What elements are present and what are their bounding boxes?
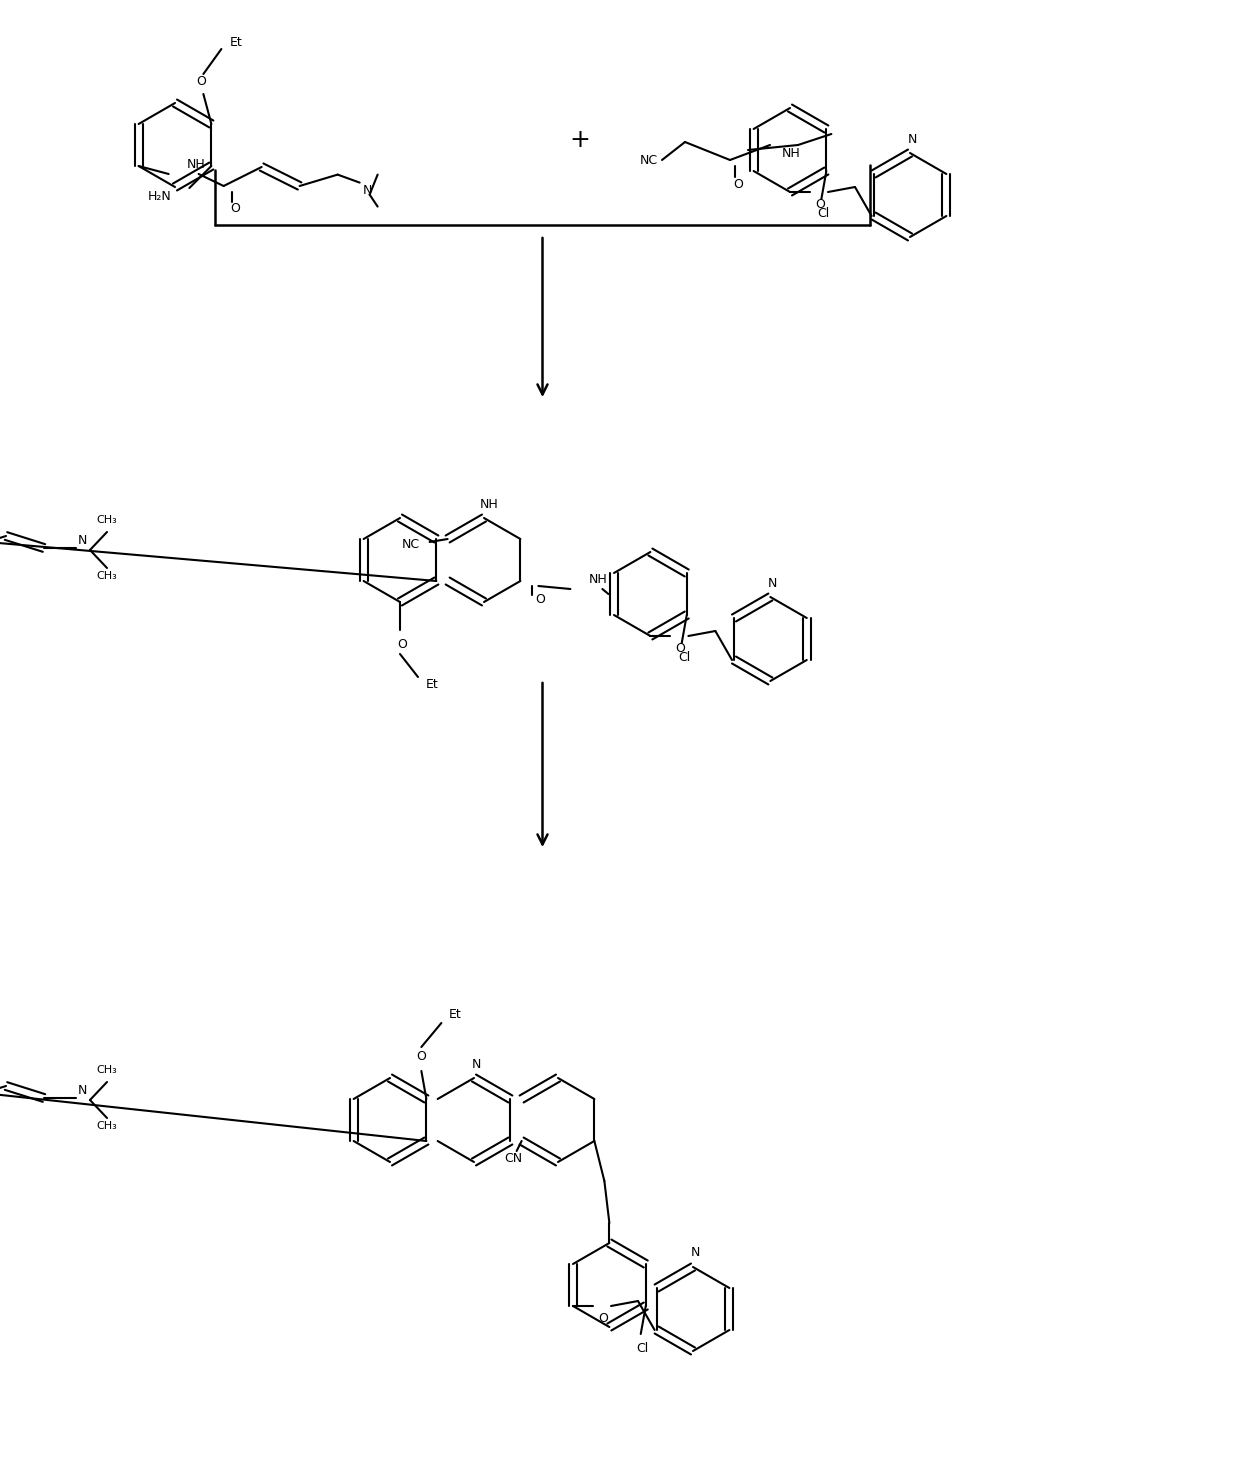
Text: Cl: Cl	[817, 207, 830, 220]
Text: CN: CN	[505, 1152, 523, 1165]
Text: O: O	[598, 1312, 608, 1324]
Text: CH₃: CH₃	[95, 572, 117, 580]
Text: N: N	[363, 184, 372, 197]
Text: +: +	[569, 128, 590, 152]
Text: O: O	[536, 592, 546, 605]
Text: O: O	[196, 74, 206, 87]
Text: CH₃: CH₃	[95, 515, 117, 525]
Text: Et: Et	[229, 35, 242, 48]
Text: CH₃: CH₃	[95, 1064, 117, 1075]
Text: Cl: Cl	[636, 1341, 649, 1354]
Text: NC: NC	[640, 153, 658, 166]
Text: O: O	[397, 637, 407, 650]
Text: O: O	[733, 178, 743, 191]
Text: NH: NH	[782, 146, 801, 159]
Text: N: N	[471, 1057, 481, 1070]
Text: NC: NC	[402, 538, 419, 551]
Text: O: O	[815, 197, 825, 210]
Text: N: N	[77, 1083, 87, 1096]
Text: O: O	[231, 201, 241, 214]
Text: NH: NH	[588, 573, 608, 586]
Text: NH: NH	[480, 497, 498, 510]
Text: H₂N: H₂N	[148, 190, 171, 203]
Text: O: O	[417, 1051, 427, 1063]
Text: N: N	[908, 133, 916, 146]
Text: CH₃: CH₃	[95, 1121, 117, 1131]
Text: N: N	[768, 576, 777, 589]
Text: Et: Et	[449, 1009, 461, 1022]
Text: N: N	[691, 1247, 699, 1260]
Text: Et: Et	[427, 678, 439, 691]
Text: Cl: Cl	[678, 650, 691, 663]
Text: O: O	[676, 642, 686, 655]
Text: N: N	[77, 534, 87, 547]
Text: NH: NH	[187, 157, 206, 171]
